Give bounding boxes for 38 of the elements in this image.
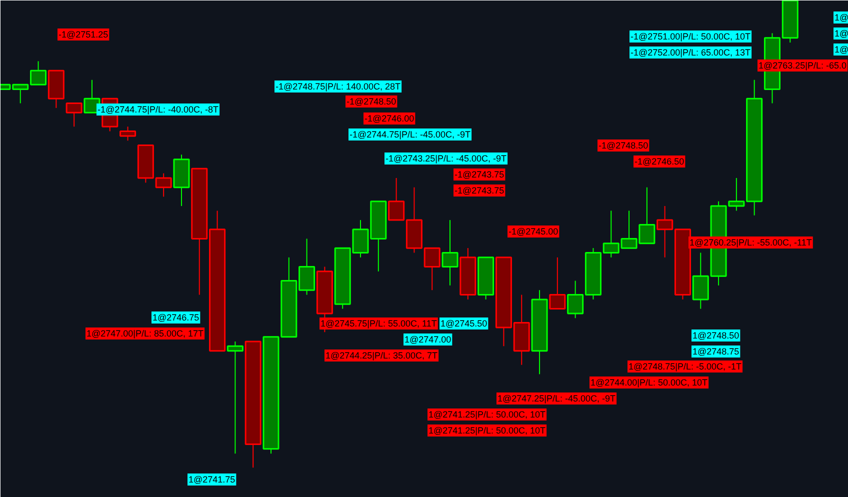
annotation: -1@2748.50 <box>598 140 648 150</box>
annotation: 1@2747.00 <box>404 334 452 344</box>
annotation: 1@2748.50 <box>692 330 740 340</box>
annotation: 1@2744.00|P/L: 50.00C, 10T <box>590 378 708 388</box>
text: 1@ <box>834 12 848 22</box>
annotation: 1@2745.50 <box>440 318 488 328</box>
annotation: 1@2746.75 <box>152 312 200 322</box>
text: 1@ <box>834 44 848 54</box>
annotation: 1@2741.25|P/L: 50.00C, 10T <box>428 426 546 436</box>
annotation: -1@2752.00|P/L: 65.00C, 13T <box>630 48 752 58</box>
annotation: 1@2747.00|P/L: 85.00C, 17T <box>86 328 204 338</box>
annotation: 1@2748.75 <box>692 346 740 356</box>
annotation: -1@2743.75 <box>454 170 504 180</box>
annotation: -1@2751.25 <box>58 30 108 40</box>
candlestick <box>226 340 244 454</box>
annotation: -1@2745.00 <box>508 226 558 236</box>
text: 1@ <box>834 28 848 38</box>
annotation: 1@2744.25|P/L: 35.00C, 7T <box>326 350 438 360</box>
annotation: 1@2745.75|P/L: 55.00C, 11T <box>320 318 438 328</box>
annotation: -1@2744.75|P/L: -40.00C, -8T <box>98 104 220 114</box>
annotation: 1@2760.25|P/L: -55.00C, -11T <box>690 238 812 248</box>
annotation: -1@2746.50 <box>634 156 684 166</box>
annotation: 1@2763.25|P/L: -65.0 <box>758 60 847 70</box>
annotation: -1@2744.75|P/L: -45.00C, -9T <box>350 130 472 140</box>
annotation: -1@2748.50 <box>346 96 396 106</box>
annotation: 1@2747.25|P/L: -45.00C, -9T <box>498 394 616 404</box>
annotation: -1@2748.75|P/L: 140.00C, 28T <box>276 82 402 92</box>
candlestick <box>120 126 136 142</box>
annotation: -1@2743.25|P/L: -45.00C, -9T <box>386 154 508 164</box>
annotation: 1@2741.25|P/L: 50.00C, 10T <box>428 410 546 420</box>
candlestick <box>66 102 82 128</box>
annotation: -1@2743.75 <box>454 186 504 196</box>
annotation: 1@2748.75|P/L: -5.00C, -1T <box>628 362 742 372</box>
candlestick <box>549 256 566 310</box>
candlestick <box>442 220 458 286</box>
annotation: -1@2751.00|P/L: 50.00C, 10T <box>630 32 752 42</box>
annotation: -1@2746.00 <box>364 114 414 124</box>
text: 1@2741.75 <box>188 474 236 484</box>
